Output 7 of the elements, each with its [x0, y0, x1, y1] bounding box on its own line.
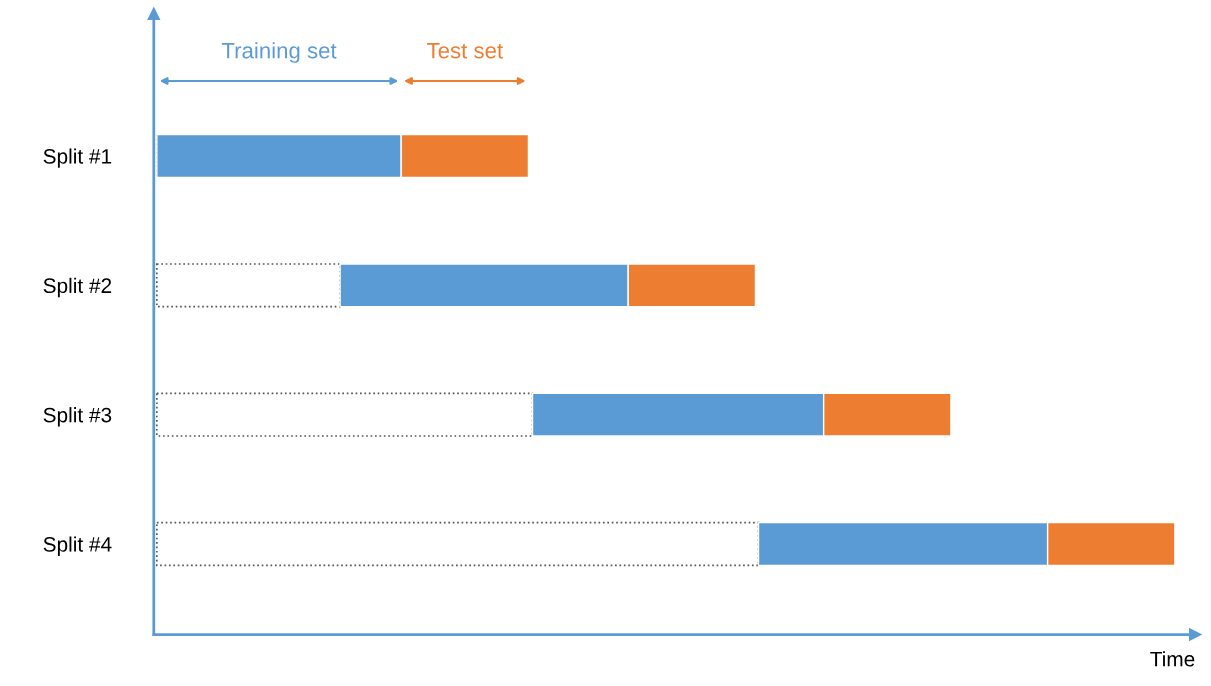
- y-tick-label: Split #3: [43, 407, 112, 427]
- x-axis-title: Time: [1150, 651, 1195, 667]
- y-tick-label: Split #2: [43, 277, 112, 298]
- text: Test set: [427, 42, 503, 59]
- y-tick-label: Split #4: [43, 536, 112, 556]
- text: Training set: [221, 42, 337, 63]
- y-tick-label: Split #1: [43, 148, 112, 168]
